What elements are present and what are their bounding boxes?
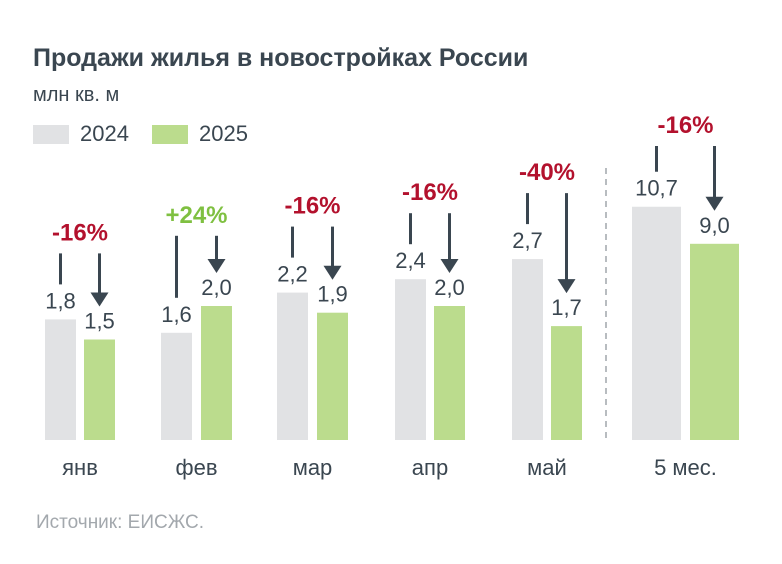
bar-2024 <box>395 279 426 440</box>
bar-2024 <box>277 292 308 440</box>
category-label: апр <box>412 455 448 480</box>
legend-item-2025: 2025 <box>152 121 248 147</box>
data-label-2025: 1,5 <box>84 309 115 334</box>
arrow-head <box>557 279 576 294</box>
data-label-2024: 10,7 <box>635 176 678 201</box>
bar-2024 <box>632 206 681 440</box>
chart-subtitle: млн кв. м <box>33 84 120 106</box>
bar-2024 <box>45 319 76 440</box>
arrow-head <box>705 196 724 211</box>
data-label-2024: 2,4 <box>395 248 426 273</box>
data-label-2024: 2,7 <box>512 228 543 253</box>
legend-item-2024: 2024 <box>33 121 129 147</box>
bar-2025 <box>690 243 739 440</box>
data-label-2025: 1,7 <box>551 295 582 320</box>
change-label: -16% <box>284 193 340 220</box>
source-note: Источник: ЕИСЖС. <box>36 512 205 533</box>
bar-2025 <box>84 339 115 440</box>
bar-2025 <box>434 306 465 440</box>
category-label: янв <box>62 455 98 480</box>
bar-2024 <box>161 332 192 440</box>
legend-label-2024: 2024 <box>80 121 129 146</box>
bar-2024 <box>512 259 543 440</box>
arrow-head <box>323 265 342 280</box>
legend-swatch-2024 <box>33 124 69 144</box>
bar-2025 <box>201 306 232 440</box>
bar-2025 <box>551 326 582 440</box>
data-label-2025: 1,9 <box>317 282 348 307</box>
data-label-2024: 2,2 <box>277 262 308 287</box>
change-label: -16% <box>657 112 713 139</box>
change-label: -16% <box>52 219 108 246</box>
chart-title: Продажи жилья в новостройках России <box>33 44 529 72</box>
legend-swatch-2025 <box>152 124 188 144</box>
data-label-2025: 9,0 <box>699 213 730 238</box>
arrow-head <box>440 259 459 273</box>
data-label-2025: 2,0 <box>434 275 465 300</box>
change-label: -16% <box>402 179 458 206</box>
change-label: +24% <box>165 202 227 229</box>
legend-label-2025: 2025 <box>199 121 248 146</box>
data-label-2025: 2,0 <box>201 275 232 300</box>
category-label: фев <box>175 455 217 480</box>
category-label: 5 мес. <box>654 455 717 480</box>
arrow-head <box>90 292 109 307</box>
bar-2025 <box>317 312 348 440</box>
category-label: май <box>527 455 567 480</box>
change-label: -40% <box>519 159 575 186</box>
data-label-2024: 1,6 <box>161 302 192 327</box>
category-label: мар <box>293 455 333 480</box>
data-label-2024: 1,8 <box>45 288 76 313</box>
arrow-head <box>207 259 226 273</box>
